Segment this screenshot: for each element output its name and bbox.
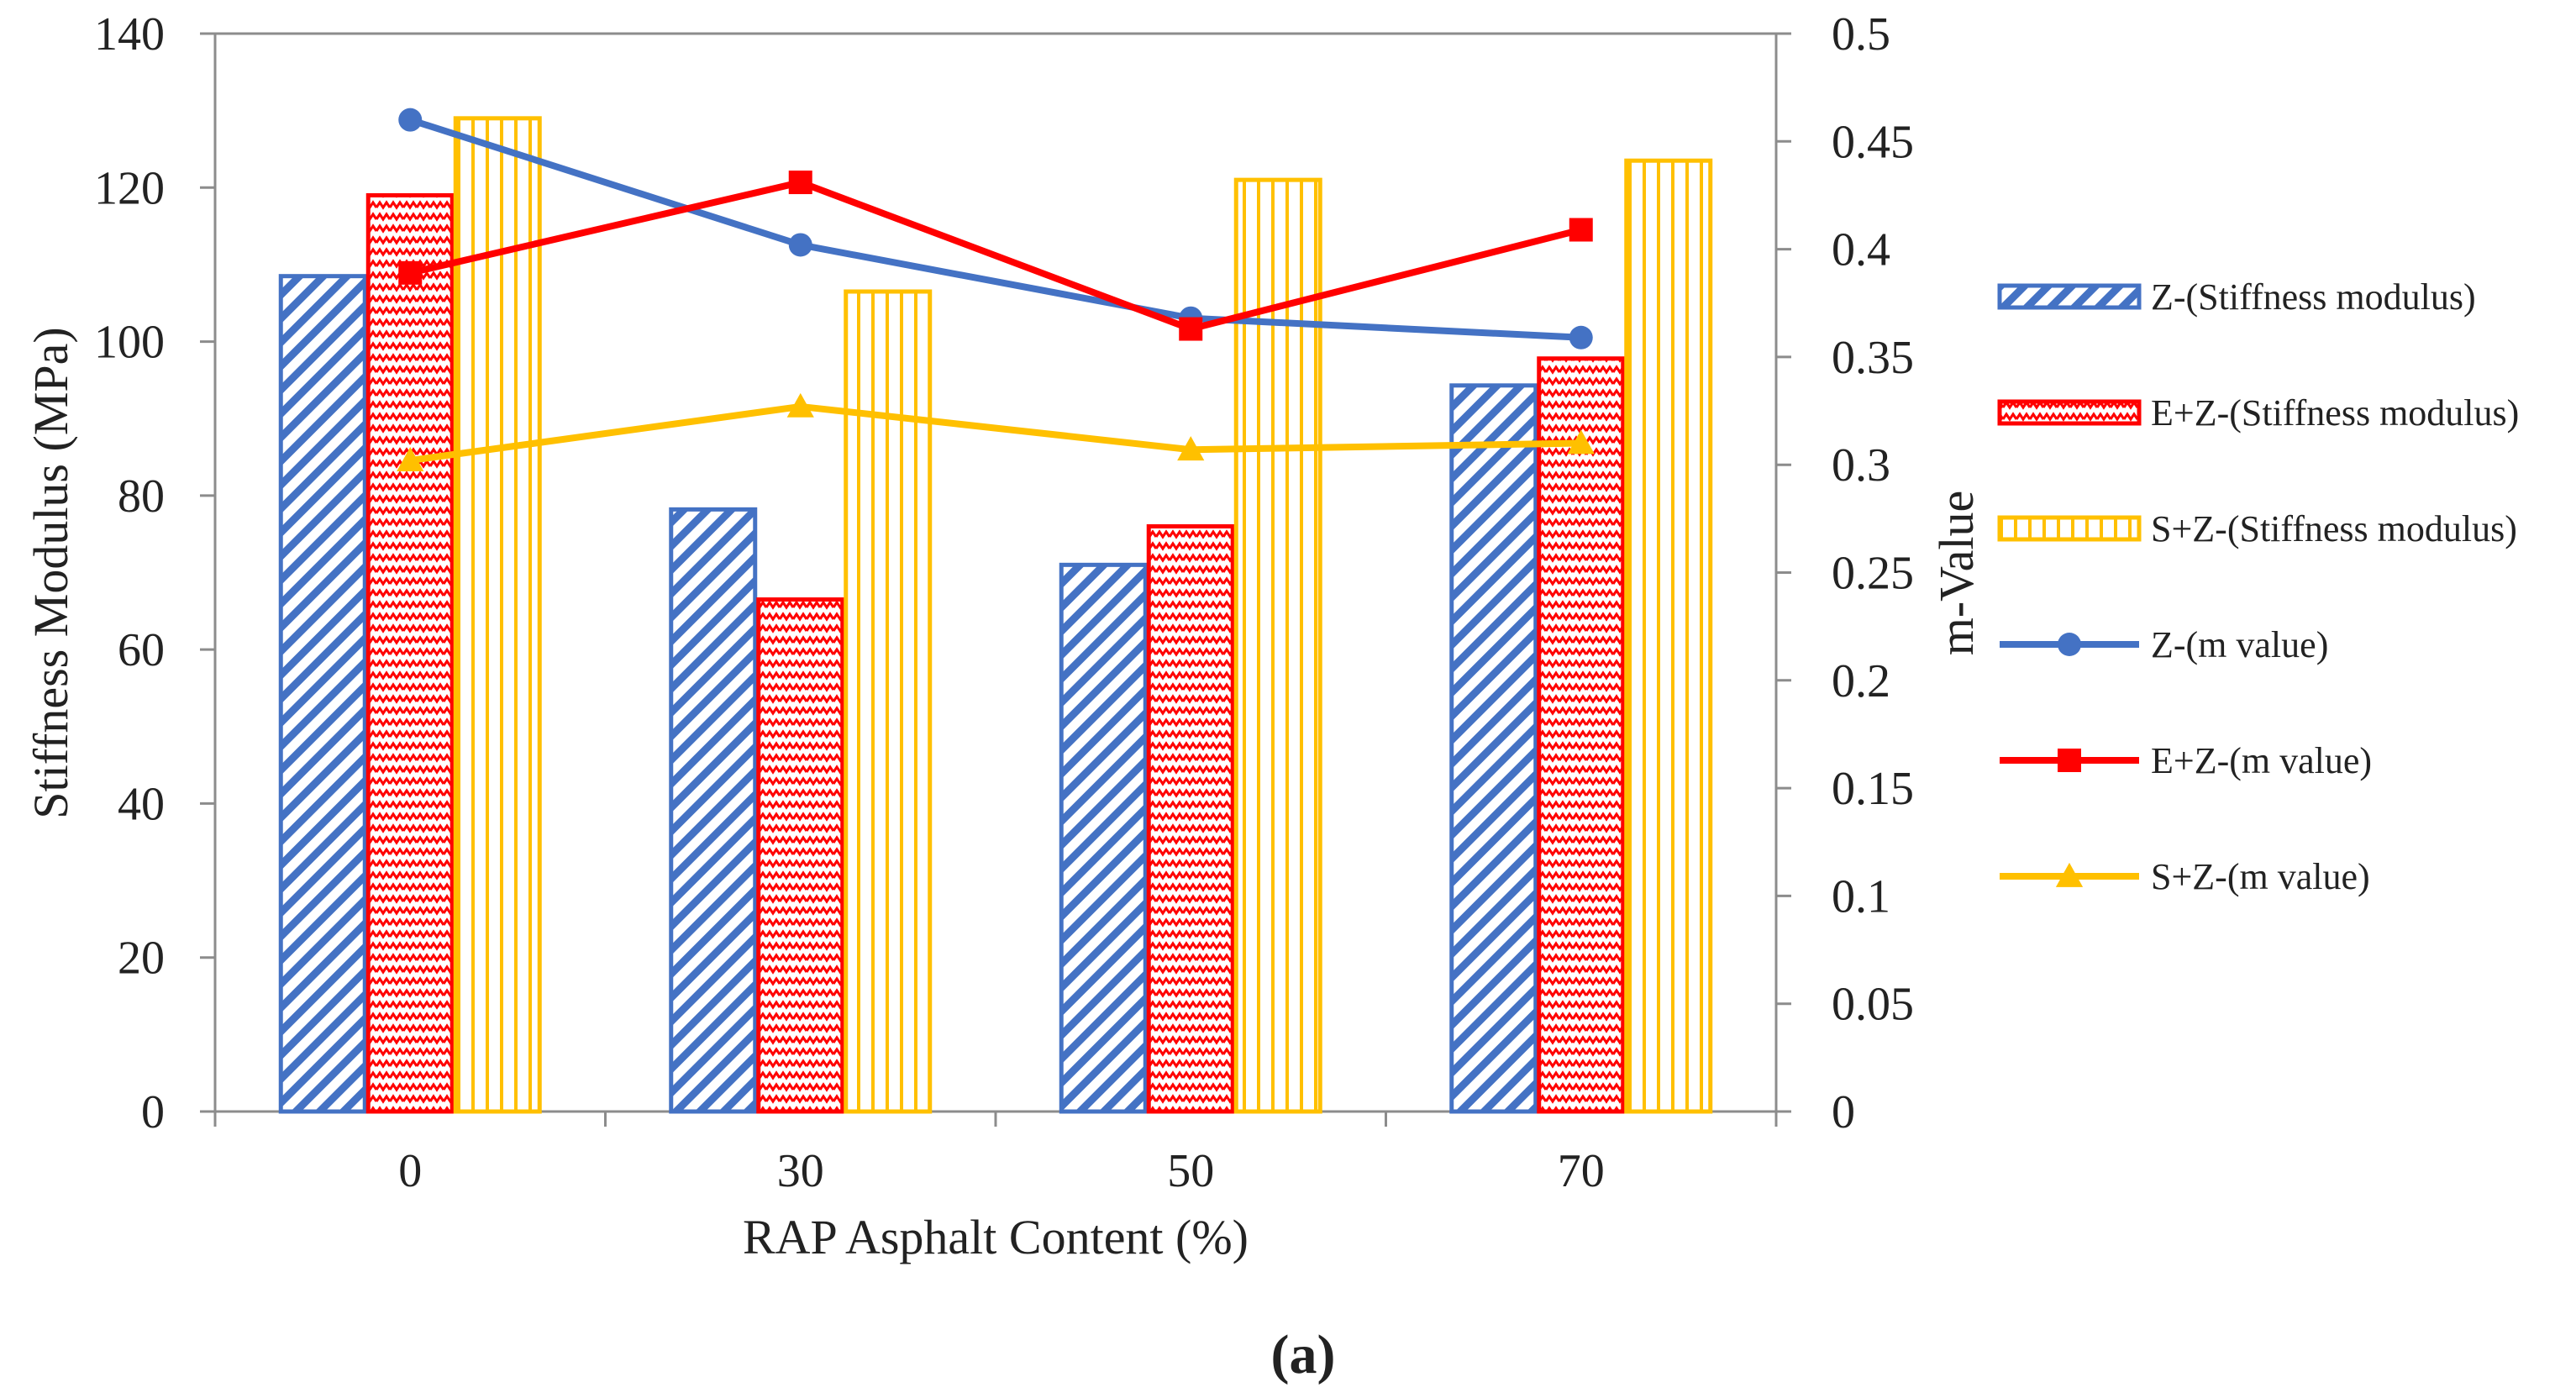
y-left-tick-label: 100 [94, 317, 165, 369]
line-series-group [397, 108, 1595, 471]
y-left-tick-label: 40 [118, 778, 165, 830]
y-right-tick-label: 0.4 [1832, 224, 1890, 276]
y-left-tick-label: 120 [94, 162, 165, 214]
bar-1-70 [1449, 383, 1538, 1114]
legend: Z-(Stiffness modulus) E+Z-(Stiffness modu… [1997, 276, 2519, 897]
bar-2-70 [1537, 356, 1626, 1114]
legend-label-bar-1: Z-(Stiffness modulus) [2151, 276, 2476, 318]
y-right-tick-label: 0.2 [1832, 655, 1890, 707]
y-axis-right-title: m-Value [1929, 491, 1984, 656]
point-2-30 [788, 171, 812, 195]
line-series-2 [409, 179, 1582, 333]
bar-3-0 [453, 116, 542, 1114]
y-right-tick-label: 0.3 [1832, 439, 1890, 491]
x-category-label: 0 [398, 1145, 422, 1197]
bar-2-0 [365, 192, 455, 1114]
point-1-30 [788, 233, 812, 257]
y-right-tick-label: 0.45 [1832, 116, 1914, 168]
y-right-tick-label: 0 [1832, 1086, 1855, 1138]
point-3-30 [786, 392, 814, 418]
bar-series-group [278, 116, 1713, 1114]
line-series-1 [409, 116, 1581, 341]
legend-swatch-bar-3 [1997, 515, 2142, 542]
y-left-tick-label: 80 [118, 470, 165, 523]
y-axis-left-title: Stiffness Modulus (MPa) [24, 327, 78, 818]
y-right-tick-label: 0.25 [1832, 548, 1914, 600]
bar-1-50 [1059, 562, 1148, 1114]
legend-label-bar-2: E+Z-(Stiffness modulus) [2151, 392, 2519, 434]
y-right-tick-label: 0.1 [1832, 870, 1890, 922]
legend-marker-2 [2058, 749, 2081, 772]
y-right-tick-label: 0.15 [1832, 763, 1914, 815]
y-right-tick-label: 0.35 [1832, 332, 1914, 384]
x-category-label: 50 [1167, 1145, 1214, 1197]
bar-3-70 [1624, 158, 1713, 1114]
legend-marker-1 [2058, 633, 2081, 656]
legend-label-bar-3: S+Z-(Stiffness modulus) [2151, 508, 2517, 549]
bar-3-50 [1233, 177, 1322, 1114]
bar-1-0 [278, 274, 367, 1114]
y-left-tick-label: 140 [94, 8, 165, 60]
point-1-70 [1569, 325, 1593, 350]
x-category-label: 70 [1558, 1145, 1605, 1197]
point-1-0 [398, 108, 423, 132]
point-2-70 [1569, 218, 1593, 242]
x-axis-title: RAP Asphalt Content (%) [743, 1210, 1249, 1264]
point-2-50 [1179, 317, 1203, 341]
legend-label-line-1: Z-(m value) [2151, 624, 2328, 665]
tick-labels: 0 20 40 60 80 100 120 140 0 0.05 0.1 0.15 0.2 0.25 0.3… [94, 8, 1914, 1197]
y-left-tick-label: 60 [118, 624, 165, 676]
y-left-tick-label: 0 [141, 1086, 165, 1138]
y-right-tick-label: 0.05 [1832, 979, 1914, 1031]
y-left-tick-label: 20 [118, 933, 165, 985]
legend-marker-3 [2055, 862, 2084, 887]
legend-swatch-bar-1 [1997, 283, 2142, 310]
y-right-tick-label: 0.5 [1832, 8, 1890, 60]
line-series-3 [409, 402, 1581, 465]
legend-label-line-2: E+Z-(m value) [2151, 740, 2372, 781]
bar-2-50 [1146, 524, 1235, 1114]
point-3-70 [1567, 429, 1595, 455]
point-3-0 [397, 446, 424, 471]
legend-label-line-3: S+Z-(m value) [2151, 856, 2370, 897]
x-category-label: 30 [777, 1145, 824, 1197]
bar-2-30 [756, 597, 845, 1114]
bar-1-30 [669, 507, 758, 1114]
point-2-0 [398, 260, 423, 285]
point-3-50 [1177, 436, 1205, 461]
legend-swatch-bar-2 [1997, 399, 2142, 426]
figure-caption: (a) [1271, 1324, 1336, 1385]
axis-ticks [200, 32, 1791, 1127]
bar-3-30 [844, 289, 933, 1114]
